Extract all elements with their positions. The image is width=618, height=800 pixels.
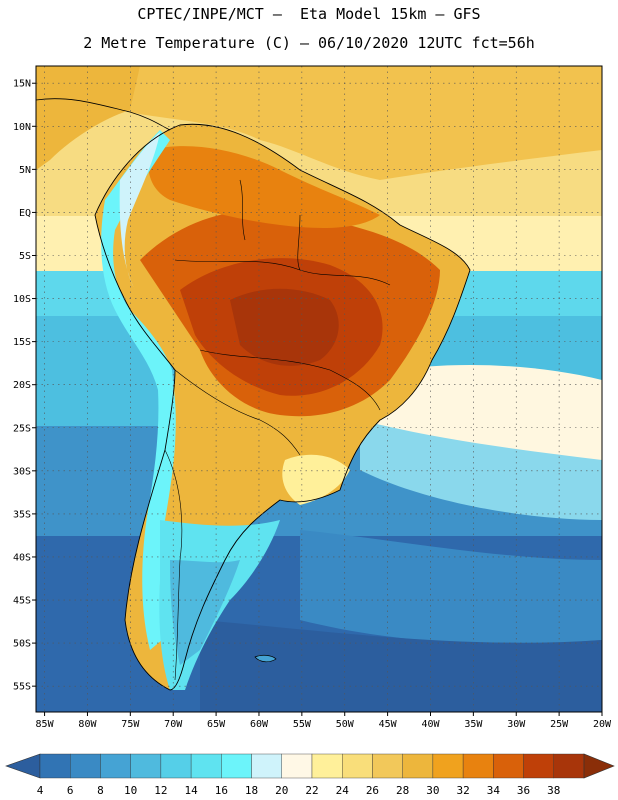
colorbar-label: 6 [67,784,74,797]
colorbar-label: 36 [517,784,530,797]
lon-tick-label: 65W [207,719,226,730]
lat-tick-label: 55S [13,682,31,693]
chart-subtitle: 2 Metre Temperature (C) – 06/10/2020 12U… [83,34,535,52]
north-warm [148,146,380,228]
lon-tick-label: 50W [336,719,355,730]
colorbar-swatch [160,753,192,779]
colorbar-label: 10 [124,784,137,797]
colorbar-label: 4 [37,784,44,797]
lat-tick-label: 25S [13,423,31,434]
colorbar-swatch [281,753,313,779]
lat-tick-label: 10S [13,294,31,305]
longitude-axis: 85W 80W 75W 70W 65W 60W 55W 50W 45W 40W 35W 30W 25W 2… [36,712,612,730]
caribbean-warm [36,66,602,180]
border-line [199,349,381,411]
colorbar-label: 14 [184,784,198,797]
lon-tick-label: 40W [421,719,440,730]
colorbar-label: 30 [426,784,439,797]
lat-tick-label: 15S [13,337,31,348]
chart-title: CPTEC/INPE/MCT – Eta Model 15km – GFS [137,5,481,23]
interior-hottest [230,288,339,366]
border-line [164,449,183,681]
colorbar-swatch [402,753,434,779]
border-line [239,179,246,241]
colorbar-swatch [311,753,343,779]
colorbar-label: 16 [215,784,228,797]
lon-tick-label: 75W [121,719,140,730]
colorbar-label: 32 [456,784,469,797]
colorbar-swatch [462,753,494,779]
border-line [297,214,301,271]
latitude-axis: 15N 10N 5N EQ 5S 10S 15S 20S 25S 30S 35S 40S 45S 50S 5… [13,79,36,693]
lat-tick-label: 50S [13,639,31,650]
andes-cool [101,130,176,650]
lon-tick-label: 85W [36,719,55,730]
colorbar-label: 24 [336,784,350,797]
lon-tick-label: 70W [164,719,183,730]
uruguay-mild [282,454,350,505]
central-america-coast [36,98,171,131]
lat-tick-label: 40S [13,552,31,563]
lat-tick-label: 10N [13,122,31,133]
graticule [36,66,603,712]
colorbar-label: 12 [154,784,167,797]
lat-tick-label: EQ [19,208,31,219]
colorbar-swatch [523,753,554,779]
patagonia-cold [170,560,240,665]
andes-north-snow [119,132,160,290]
colorbar-swatch [130,753,162,779]
colorbar-swatch [493,753,524,779]
lat-tick-label: 35S [13,509,31,520]
lon-tick-label: 25W [550,719,569,730]
lat-tick-label: 15N [13,79,31,90]
colorbar-label: 22 [305,784,318,797]
colorbar-label: 18 [245,784,258,797]
colorbar-label: 34 [487,784,501,797]
colorbar-swatch [372,753,403,779]
central-america-land [36,66,140,170]
atlantic-cool-band [360,420,602,520]
coastline [94,123,471,691]
lon-tick-label: 35W [464,719,483,730]
falkland-islands [254,654,277,663]
map-frame [35,65,603,713]
colorbar-arrow-low [5,753,41,779]
border-line [174,369,301,456]
lon-tick-label: 45W [379,719,398,730]
colorbar-arrow-high [583,753,615,779]
colorbar-swatch [221,753,252,779]
lat-tick-label: 20S [13,380,31,391]
colorbar-label: 8 [97,784,104,797]
colorbar-swatch [553,753,585,779]
colorbar-label: 20 [275,784,288,797]
colorbar-swatch [100,753,131,779]
lon-tick-label: 20W [593,719,612,730]
lon-tick-label: 30W [507,719,526,730]
colorbar: 4 6 8 10 12 14 16 18 20 22 24 26 28 30 32 34 36 38 [5,753,615,797]
colorbar-swatch [190,753,222,779]
colorbar-swatch [342,753,373,779]
colorbar-label: 26 [366,784,379,797]
colorbar-swatch [432,753,464,779]
lon-tick-label: 80W [78,719,97,730]
colorbar-swatch [70,753,101,779]
colorbar-swatch [39,753,71,779]
colorbar-swatch [251,753,282,779]
lon-tick-label: 55W [293,719,312,730]
lon-tick-label: 60W [250,719,269,730]
colorbar-label: 38 [547,784,560,797]
colorbar-label: 28 [396,784,409,797]
lat-tick-label: 30S [13,466,31,477]
lat-tick-label: 5S [19,251,31,262]
south-atlantic-cold [300,530,602,644]
lat-tick-label: 5N [19,165,31,176]
lat-tick-label: 45S [13,596,31,607]
map-field [36,66,602,712]
